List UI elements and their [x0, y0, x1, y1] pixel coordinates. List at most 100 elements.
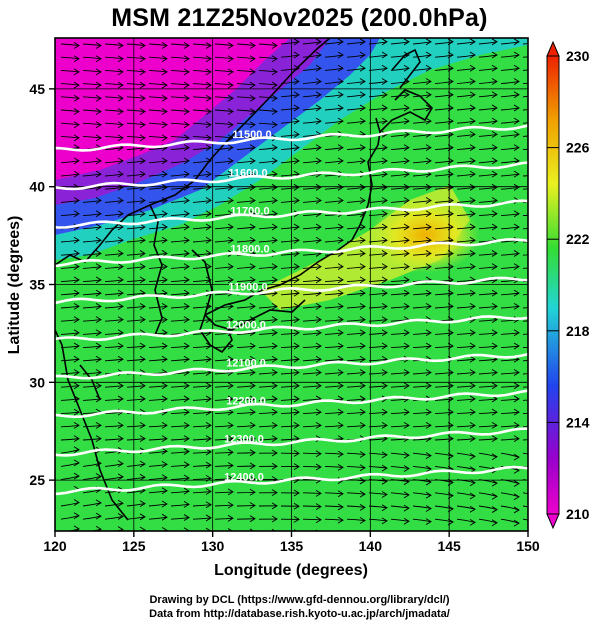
wind-arrowhead	[95, 395, 102, 403]
wind-arrowhead	[183, 461, 190, 469]
wind-arrowhead	[403, 104, 410, 112]
colorbar	[546, 40, 560, 530]
wind-arrow	[500, 252, 520, 256]
wind-arrow	[302, 107, 322, 111]
wind-arrowhead	[359, 408, 366, 416]
wind-arrowhead	[359, 91, 366, 99]
wind-arrow	[126, 200, 146, 203]
wind-arrow	[500, 160, 520, 164]
wind-arrow	[302, 424, 322, 428]
wind-arrowhead	[293, 197, 300, 204]
wind-arrowhead	[161, 447, 168, 455]
wind-arrow	[412, 332, 432, 335]
wind-arrow	[60, 43, 80, 46]
wind-arrowhead	[491, 144, 498, 152]
wind-arrowhead	[227, 42, 234, 49]
wind-arrow	[390, 133, 410, 137]
colorbar-tick-label: 226	[566, 140, 590, 156]
wind-arrow	[347, 532, 365, 533]
wind-arrow	[60, 266, 80, 269]
wind-arrowhead	[117, 435, 124, 443]
wind-arrow	[104, 502, 124, 507]
wind-arrow	[346, 107, 366, 111]
wind-arrow	[478, 424, 498, 428]
wind-arrow	[522, 135, 528, 137]
wind-arrow	[478, 292, 498, 296]
wind-arrowhead	[491, 492, 498, 500]
wind-arrow	[258, 411, 278, 415]
wind-arrowhead	[513, 506, 520, 514]
wind-arrowhead	[139, 302, 146, 310]
wind-arrow	[214, 96, 234, 99]
wind-arrowhead	[425, 518, 432, 526]
wind-arrowhead	[117, 197, 124, 204]
wind-arrow	[412, 133, 432, 137]
wind-arrowhead	[227, 501, 234, 509]
wind-arrowhead	[293, 183, 300, 191]
wind-arrowhead	[359, 78, 366, 85]
wind-arrow	[412, 372, 432, 375]
height-contour-line	[55, 315, 528, 342]
wind-arrowhead	[536, 131, 541, 137]
wind-arrowhead	[337, 157, 344, 165]
wind-arrow	[280, 147, 300, 151]
wind-arrow	[82, 266, 102, 269]
wind-arrowhead	[95, 121, 102, 129]
wind-arrow	[82, 462, 102, 467]
wind-arrow	[82, 345, 102, 349]
wind-arrowhead	[205, 395, 212, 403]
wind-arrowhead	[425, 342, 432, 350]
wind-arrow	[104, 122, 124, 126]
wind-arrow	[214, 147, 234, 151]
wind-arrow	[192, 147, 212, 151]
wind-arrowhead	[447, 38, 454, 46]
wind-arrowhead	[161, 121, 168, 129]
wind-arrowhead	[293, 502, 300, 510]
wind-arrowhead	[359, 223, 366, 231]
wind-arrowhead	[469, 183, 476, 191]
wind-arrowhead	[381, 289, 388, 297]
wind-arrow	[192, 385, 212, 388]
wind-arrow	[192, 517, 212, 520]
wind-arrowhead	[491, 104, 498, 112]
wind-arrow	[478, 173, 498, 177]
wind-arrowhead	[161, 500, 168, 508]
wind-arrowhead	[205, 435, 212, 443]
wind-arrowhead	[205, 42, 212, 49]
wind-arrow	[346, 94, 366, 98]
wind-arrowhead	[469, 289, 476, 297]
height-contour-label: 11900.0	[228, 281, 267, 293]
wind-arrow	[148, 463, 168, 467]
wind-arrowhead	[73, 342, 80, 350]
wind-arrow	[478, 41, 498, 45]
wind-arrowhead	[139, 513, 146, 521]
wind-arrow	[148, 398, 168, 401]
x-tick-label: 120	[43, 538, 67, 554]
wind-arrow	[346, 200, 366, 203]
wind-arrow	[214, 213, 234, 217]
wind-arrowhead	[117, 170, 124, 178]
wind-arrowhead	[381, 91, 388, 99]
wind-arrow	[324, 94, 344, 98]
wind-arrowhead	[227, 395, 234, 403]
wind-arrow	[434, 107, 454, 111]
wind-arrow	[368, 505, 388, 509]
wind-arrowhead	[161, 94, 168, 102]
wind-arrow	[82, 109, 102, 112]
wind-arrow	[236, 109, 256, 112]
wind-arrow	[192, 464, 212, 467]
wind-arrowhead	[117, 316, 124, 323]
wind-arrow	[390, 279, 410, 283]
wind-arrowhead	[491, 369, 498, 376]
wind-arrowhead	[227, 81, 234, 89]
wind-arrowhead	[469, 197, 476, 204]
wind-arrow	[126, 83, 146, 86]
wind-arrowhead	[161, 395, 168, 403]
wind-arrow	[60, 122, 80, 126]
wind-arrow	[302, 266, 322, 269]
wind-arrow	[478, 226, 498, 230]
wind-arrowhead	[337, 490, 344, 498]
wind-arrowhead	[205, 121, 212, 129]
wind-arrow	[60, 411, 80, 415]
wind-arrow	[214, 305, 234, 309]
